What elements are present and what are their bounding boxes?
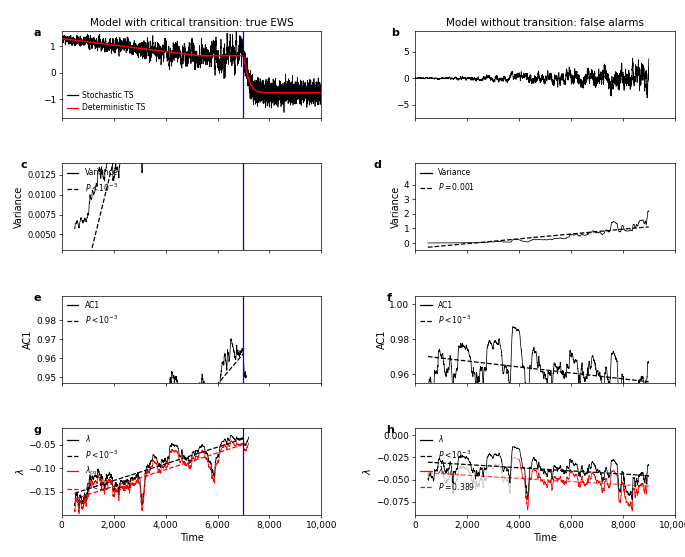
Text: h: h — [386, 426, 395, 436]
Text: b: b — [392, 28, 399, 38]
Y-axis label: $\lambda$: $\lambda$ — [361, 468, 373, 475]
Legend: Variance, $P = 0.001$: Variance, $P = 0.001$ — [419, 167, 476, 194]
Y-axis label: AC1: AC1 — [23, 330, 33, 349]
Legend: AC1, $P < 10^{-3}$: AC1, $P < 10^{-3}$ — [66, 300, 119, 328]
Legend: $\lambda$, $P < 10^{-3}$, $\lambda_\mathrm{cor}$, $P < 10^{-3}$: $\lambda$, $P < 10^{-3}$, $\lambda_\math… — [66, 432, 119, 495]
Text: d: d — [373, 160, 382, 170]
Y-axis label: Variance: Variance — [14, 185, 24, 228]
X-axis label: Time: Time — [179, 532, 203, 543]
Text: a: a — [33, 28, 40, 38]
Legend: Variance, $P < 10^{-3}$: Variance, $P < 10^{-3}$ — [66, 167, 119, 195]
Text: f: f — [386, 293, 391, 303]
Legend: AC1, $P < 10^{-3}$: AC1, $P < 10^{-3}$ — [419, 300, 473, 328]
Y-axis label: AC1: AC1 — [377, 330, 386, 349]
Legend: Stochastic TS, Deterministic TS: Stochastic TS, Deterministic TS — [66, 89, 147, 114]
Title: Model with critical transition: true EWS: Model with critical transition: true EWS — [90, 18, 293, 28]
Text: c: c — [20, 160, 27, 170]
Title: Model without transition: false alarms: Model without transition: false alarms — [446, 18, 644, 28]
Y-axis label: Variance: Variance — [391, 185, 401, 228]
Y-axis label: $\lambda$: $\lambda$ — [14, 468, 26, 475]
Text: e: e — [33, 293, 40, 303]
Text: g: g — [33, 426, 41, 436]
Legend: $\lambda$, $P < 10^{-3}$, $\lambda_\mathrm{cor}$, $P = 0.389$: $\lambda$, $P < 10^{-3}$, $\lambda_\math… — [419, 432, 477, 494]
X-axis label: Time: Time — [533, 532, 557, 543]
